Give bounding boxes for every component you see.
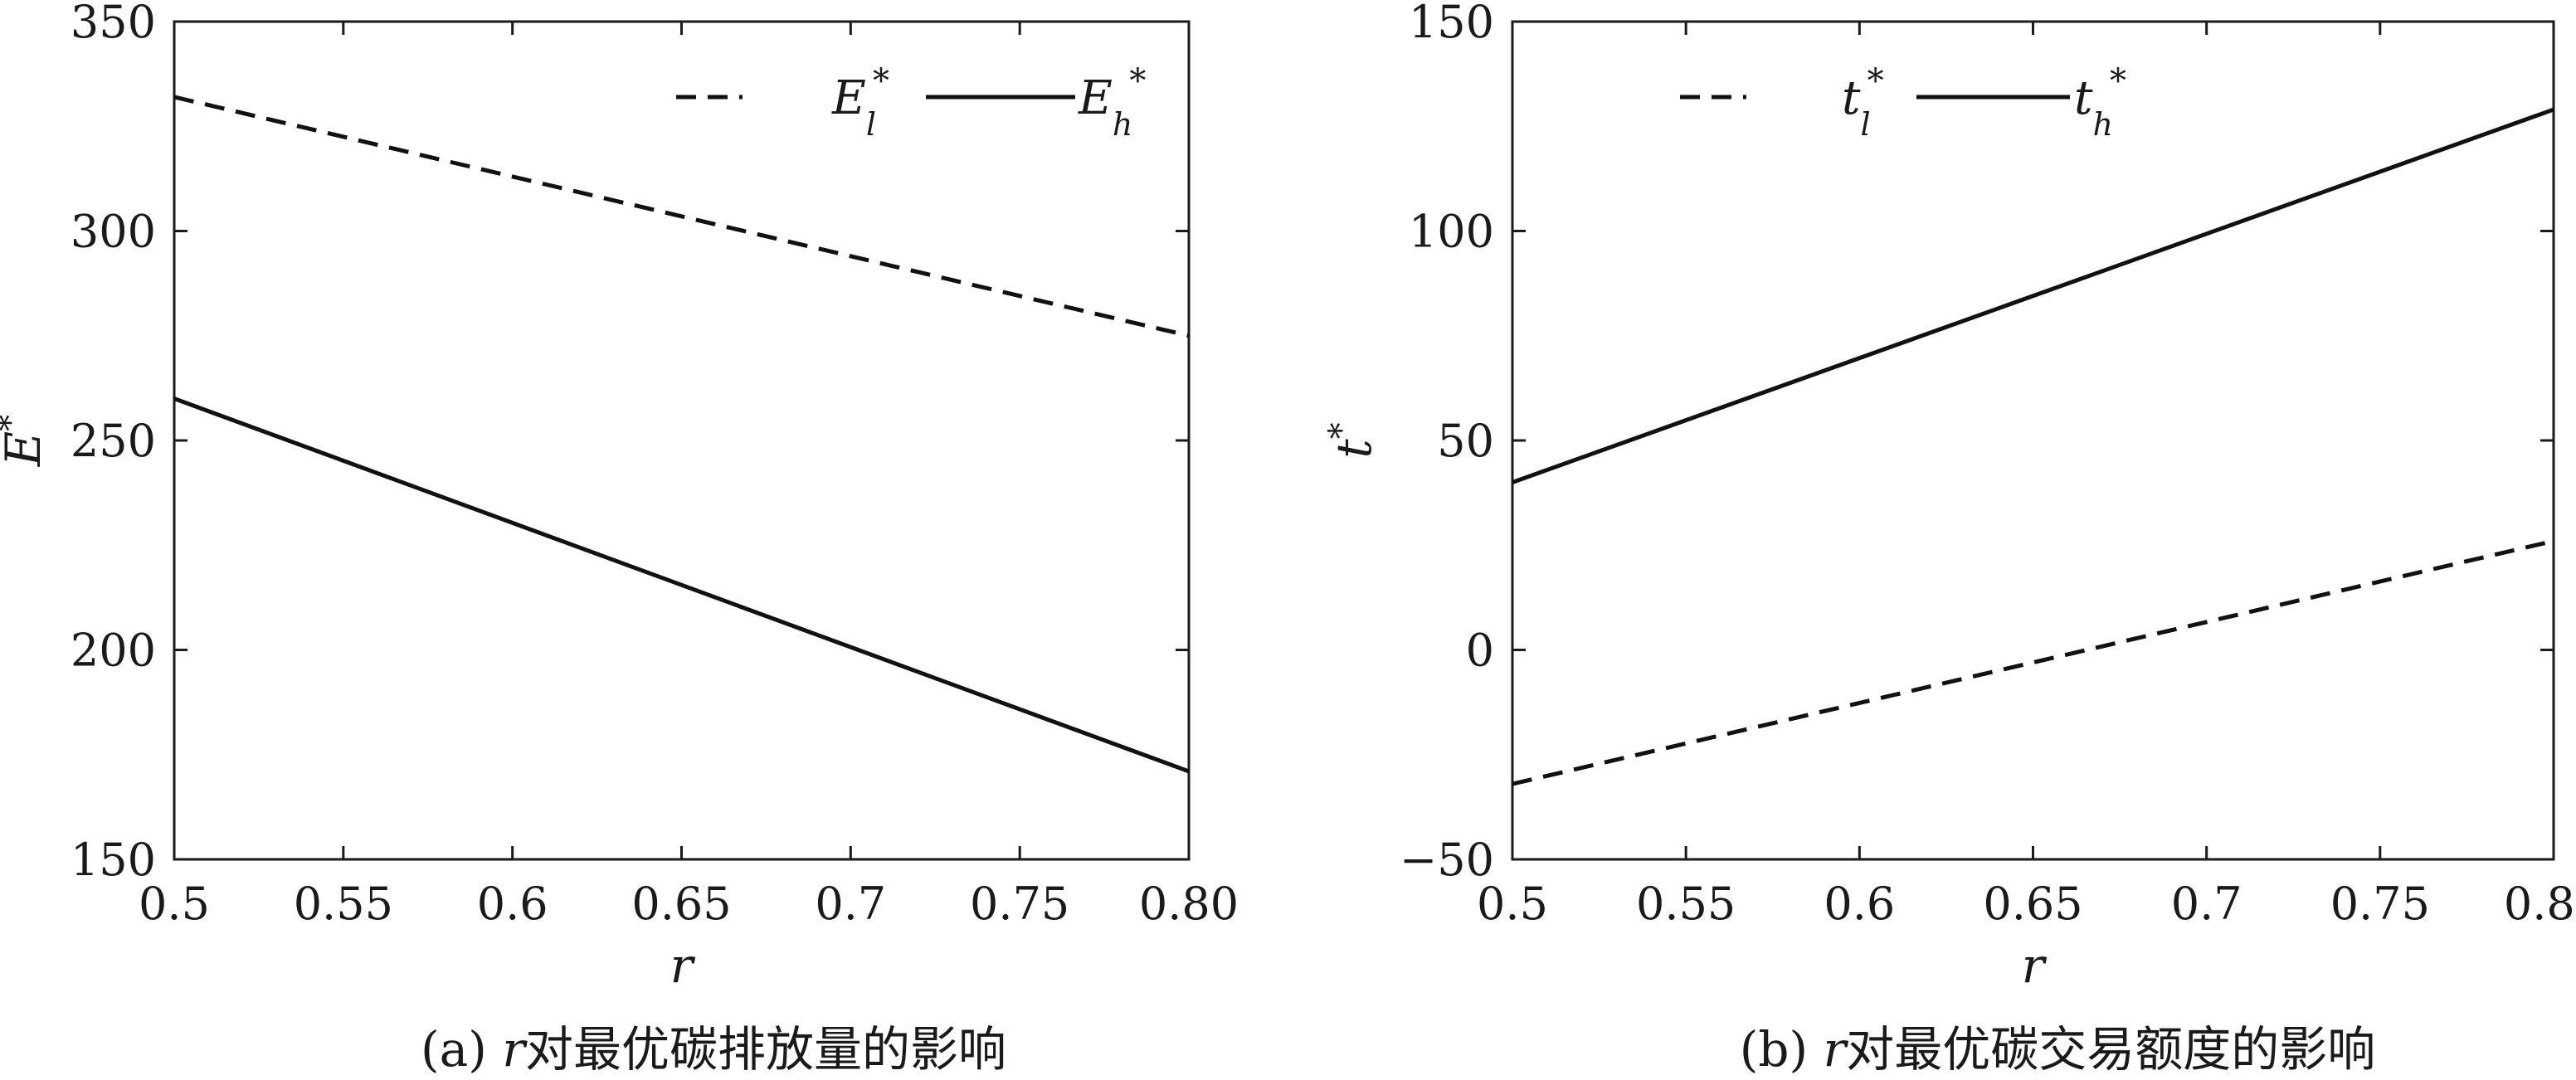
y-tick-label: 0 [1466, 625, 1494, 677]
chart-panel-a: 0.5 0.55 0.6 0.65 0.7 0.75 0.80 150 200 250 300 350… [0, 0, 1239, 1078]
y-axis-title: t* [1322, 422, 1382, 458]
y-tick-label: 150 [71, 834, 156, 886]
legend: tl* th* [1680, 62, 2126, 143]
x-tick-label: 0.7 [815, 878, 886, 930]
x-tick-label: 0.55 [294, 878, 393, 930]
series-line-t-l [1512, 538, 2554, 786]
legend-label-h: th* [2074, 62, 2126, 143]
x-tick-label: 0.6 [477, 878, 548, 930]
x-tick-label: 0.80 [1139, 878, 1239, 930]
series-line-t-h [1512, 107, 2554, 484]
series-line-E-l [173, 95, 1190, 338]
chart-panel-b: 0.5 0.55 0.6 0.65 0.7 0.75 0.80 −50 0 50 100 150 r t*… [1322, 0, 2576, 1078]
y-tick-label: −50 [1400, 834, 1494, 886]
legend: El* Eh* [676, 62, 1146, 143]
series-line-E-h [173, 396, 1190, 774]
x-tick-label: 0.80 [2504, 878, 2576, 930]
plot-frame [173, 20, 1191, 861]
y-tick-label: 150 [1409, 0, 1494, 48]
x-tick-label: 0.5 [139, 878, 210, 930]
x-tick-label: 0.55 [1636, 878, 1736, 930]
panel-caption: (b) r对最优碳交易额度的影响 [1740, 1021, 2376, 1078]
legend-label-l: El* [831, 62, 889, 143]
x-axis-title: r [2022, 937, 2048, 994]
y-tick-label: 300 [71, 206, 156, 258]
y-tick-label: 200 [71, 625, 156, 677]
x-tick-label: 0.5 [1477, 878, 1548, 930]
legend-label-l: tl* [1842, 62, 1884, 143]
x-axis-title: r [670, 937, 696, 994]
x-tick-label: 0.75 [2330, 878, 2430, 930]
panel-caption: (a) r对最优碳排放量的影响 [421, 1021, 1006, 1078]
y-tick-label: 100 [1409, 206, 1494, 258]
y-tick-label: 50 [1437, 415, 1494, 467]
x-tick-label: 0.6 [1824, 878, 1895, 930]
x-tick-label: 0.65 [1983, 878, 2082, 930]
y-tick-label: 350 [71, 0, 156, 48]
x-tick-label: 0.7 [2171, 878, 2242, 930]
legend-label-h: Eh* [1078, 62, 1146, 143]
plot-frame [1511, 20, 2555, 861]
x-tick-label: 0.65 [631, 878, 731, 930]
y-tick-label: 250 [71, 415, 156, 467]
x-tick-label: 0.75 [970, 878, 1069, 930]
y-axis-title: E* [0, 415, 51, 467]
